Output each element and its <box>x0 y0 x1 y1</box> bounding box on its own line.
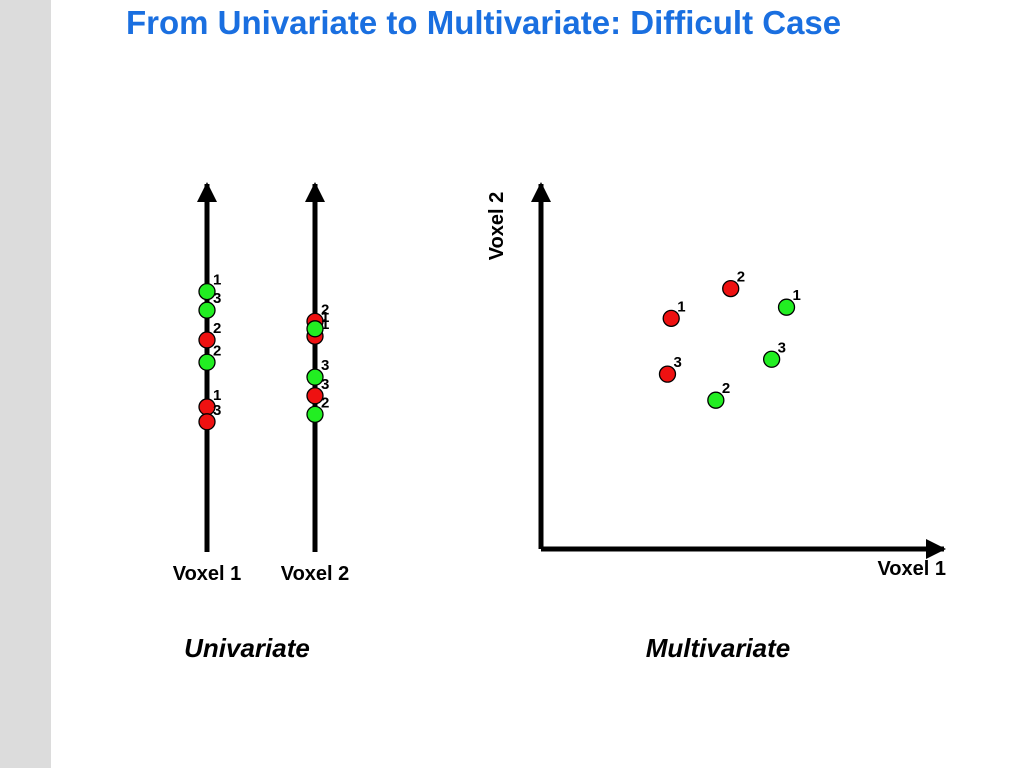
univariate-point-green <box>198 301 216 319</box>
multivariate-point-green <box>762 350 781 368</box>
univariate-point-green <box>306 320 324 338</box>
multivariate-point-red <box>662 309 680 328</box>
univariate-point-label: 1 <box>321 316 329 333</box>
univariate-point-label: 2 <box>321 301 329 318</box>
univariate-point-green <box>306 368 324 386</box>
multivariate-panel: Voxel 1 Voxel 2 1 2 3 1 3 2 Multivariate <box>486 182 946 663</box>
multivariate-point-green <box>777 298 796 316</box>
univariate-point-label: 2 <box>321 394 329 411</box>
multivariate-x-axis-label: Voxel 1 <box>877 558 946 580</box>
univariate-point-green <box>198 353 216 371</box>
univariate-point-label: 2 <box>213 342 221 359</box>
multivariate-point-label: 1 <box>677 298 685 315</box>
multivariate-y-axis-label: Voxel 2 <box>486 192 508 261</box>
multivariate-point-label: 1 <box>793 287 801 304</box>
univariate-point-label: 3 <box>321 376 329 393</box>
univariate-axis-label: Voxel 1 <box>173 563 242 585</box>
multivariate-point-label: 3 <box>673 354 681 371</box>
multivariate-point-green <box>707 391 725 409</box>
univariate-point-red <box>306 387 324 405</box>
slide-sidebar <box>0 0 51 768</box>
univariate-point-label: 1 <box>321 309 329 326</box>
univariate-axis-label: Voxel 2 <box>281 563 350 585</box>
multivariate-point-label: 3 <box>778 339 786 356</box>
univariate-point-red <box>198 331 216 349</box>
univariate-point-label: 3 <box>321 357 329 374</box>
univariate-caption: Univariate <box>184 633 310 663</box>
univariate-point-label: 1 <box>213 387 221 404</box>
univariate-point-red <box>198 413 216 431</box>
multivariate-caption: Multivariate <box>646 633 791 663</box>
univariate-point-label: 3 <box>213 290 221 307</box>
multivariate-point-label: 2 <box>722 380 730 397</box>
univariate-point-label: 3 <box>213 402 221 419</box>
multivariate-point-red <box>658 365 677 383</box>
slide-title: From Univariate to Multivariate: Difficu… <box>126 4 842 41</box>
multivariate-point-label: 2 <box>737 269 745 286</box>
univariate-point-label: 1 <box>213 272 221 289</box>
univariate-point-green <box>198 282 216 301</box>
multivariate-point-red <box>722 279 740 298</box>
univariate-point-green <box>306 405 324 424</box>
univariate-point-label: 2 <box>213 320 221 337</box>
